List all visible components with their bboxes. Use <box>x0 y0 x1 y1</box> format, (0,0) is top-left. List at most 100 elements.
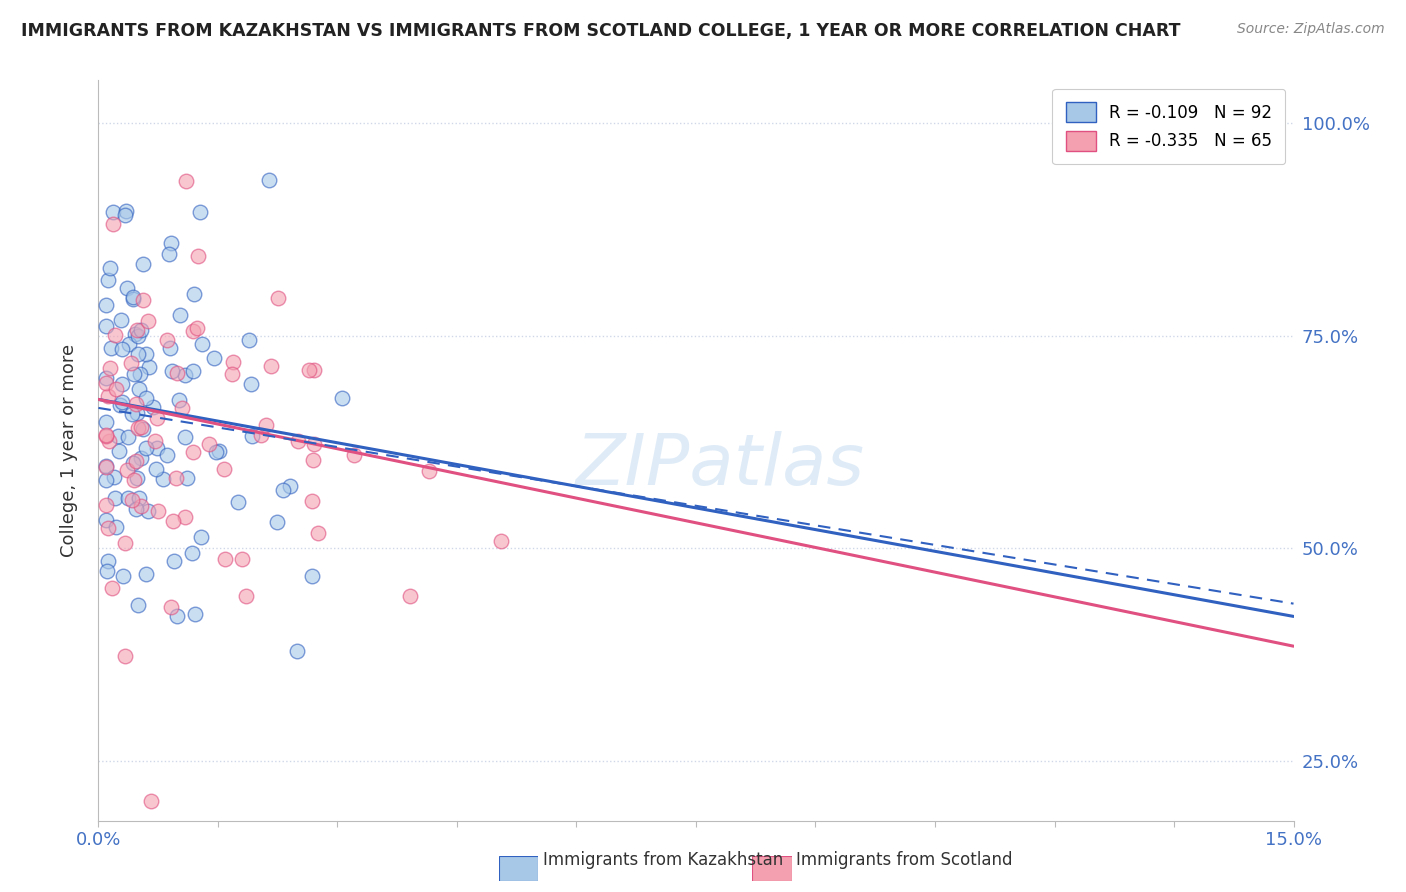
Point <box>186 321 208 335</box>
Point <box>190 529 212 543</box>
Point <box>135 347 157 361</box>
Point <box>96 428 118 442</box>
Point <box>127 421 149 435</box>
Point <box>136 314 159 328</box>
Point <box>191 337 214 351</box>
Point <box>117 281 139 295</box>
Point <box>226 494 249 508</box>
Point <box>187 249 209 263</box>
Point <box>100 341 122 355</box>
Point <box>307 525 329 540</box>
Point <box>127 598 149 612</box>
Point <box>96 459 118 474</box>
Point <box>132 422 155 436</box>
Point <box>166 366 188 380</box>
Point <box>127 329 149 343</box>
Point <box>96 370 118 384</box>
Point <box>302 453 325 467</box>
Point <box>260 359 283 373</box>
Point <box>287 434 309 448</box>
Point <box>129 420 152 434</box>
Point <box>111 342 134 356</box>
Point <box>278 479 301 493</box>
Legend: R = -0.109   N = 92, R = -0.335   N = 65: R = -0.109 N = 92, R = -0.335 N = 65 <box>1052 88 1285 164</box>
Point <box>103 469 125 483</box>
Point <box>491 533 513 548</box>
Point <box>104 519 127 533</box>
Point <box>125 502 148 516</box>
Point <box>115 463 138 477</box>
Point <box>96 460 118 475</box>
Point <box>240 376 263 391</box>
Point <box>96 513 118 527</box>
Point <box>101 581 124 595</box>
Point <box>96 473 118 487</box>
Point <box>125 397 148 411</box>
Point <box>136 503 159 517</box>
Point <box>176 471 198 485</box>
Point <box>156 448 179 462</box>
Point <box>138 360 160 375</box>
Point <box>181 445 204 459</box>
Point <box>146 441 169 455</box>
Point <box>235 589 257 603</box>
Point <box>125 471 148 485</box>
Point <box>231 551 253 566</box>
Point <box>301 493 323 508</box>
Point <box>111 395 134 409</box>
Point <box>159 600 181 615</box>
Point <box>165 471 187 485</box>
Text: Source: ZipAtlas.com: Source: ZipAtlas.com <box>1237 22 1385 37</box>
Point <box>146 504 169 518</box>
Point <box>98 360 121 375</box>
Point <box>131 499 153 513</box>
Point <box>125 323 148 337</box>
Point <box>157 247 180 261</box>
Point <box>221 367 243 381</box>
Point <box>118 337 141 351</box>
Text: IMMIGRANTS FROM KAZAKHSTAN VS IMMIGRANTS FROM SCOTLAND COLLEGE, 1 YEAR OR MORE C: IMMIGRANTS FROM KAZAKHSTAN VS IMMIGRANTS… <box>21 22 1181 40</box>
Point <box>135 441 157 455</box>
Point <box>208 444 231 458</box>
Point <box>96 429 118 443</box>
Point <box>160 364 183 378</box>
Point <box>121 493 143 508</box>
Point <box>96 499 118 513</box>
Point <box>159 341 181 355</box>
Point <box>188 205 211 219</box>
Point <box>114 536 136 550</box>
Point <box>97 273 120 287</box>
Point <box>103 217 125 231</box>
Point <box>257 173 280 187</box>
Point <box>115 204 138 219</box>
Point <box>117 430 139 444</box>
Point <box>221 355 243 369</box>
Point <box>169 309 191 323</box>
Point <box>108 443 131 458</box>
Point <box>104 328 127 343</box>
Point <box>285 644 308 658</box>
Point <box>146 411 169 425</box>
FancyBboxPatch shape <box>499 856 538 881</box>
Point <box>166 609 188 624</box>
Text: Immigrants from Scotland: Immigrants from Scotland <box>796 851 1012 869</box>
Point <box>98 260 121 275</box>
Point <box>125 405 148 419</box>
Point <box>122 473 145 487</box>
Point <box>114 649 136 664</box>
Point <box>202 351 225 365</box>
Point <box>183 364 205 378</box>
Point <box>135 391 157 405</box>
Point <box>139 794 162 808</box>
Point <box>104 382 127 396</box>
Point <box>120 356 142 370</box>
Point <box>96 376 118 391</box>
Point <box>212 462 235 476</box>
Point <box>297 363 319 377</box>
Point <box>198 437 221 451</box>
Point <box>101 205 124 219</box>
Point <box>131 257 153 271</box>
Point <box>183 324 205 338</box>
Point <box>343 448 366 462</box>
Point <box>112 569 135 583</box>
